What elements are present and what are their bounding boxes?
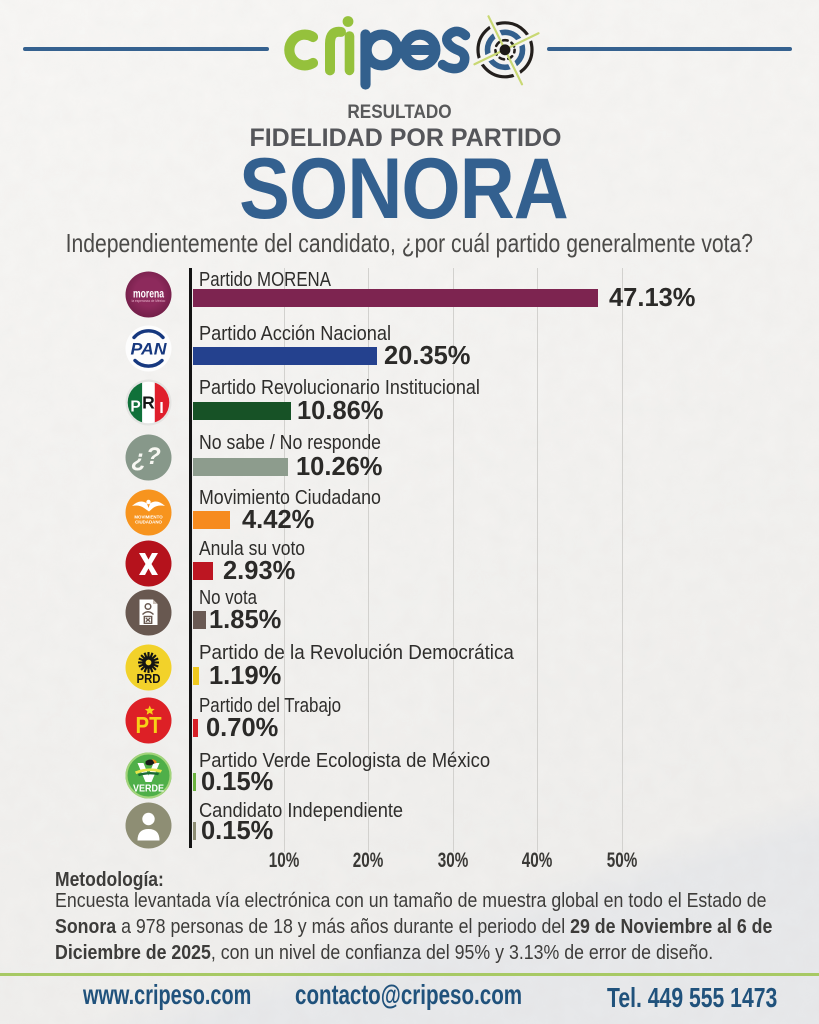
- svg-text:?: ?: [146, 443, 161, 470]
- svg-text:R: R: [142, 393, 155, 413]
- svg-text:PRD: PRD: [137, 672, 161, 686]
- svg-text:VERDE: VERDE: [133, 783, 164, 795]
- svg-text:PAN: PAN: [131, 340, 168, 359]
- svg-text:la esperanza de México: la esperanza de México: [132, 299, 166, 303]
- svg-text:CIUDADANO: CIUDADANO: [135, 520, 162, 525]
- svg-text:MOVIMIENTO: MOVIMIENTO: [134, 515, 163, 520]
- svg-text:¿: ¿: [132, 446, 147, 473]
- svg-text:I: I: [159, 400, 163, 417]
- svg-text:PT: PT: [136, 712, 162, 738]
- svg-text:morena: morena: [133, 287, 164, 301]
- svg-text:P: P: [130, 399, 140, 416]
